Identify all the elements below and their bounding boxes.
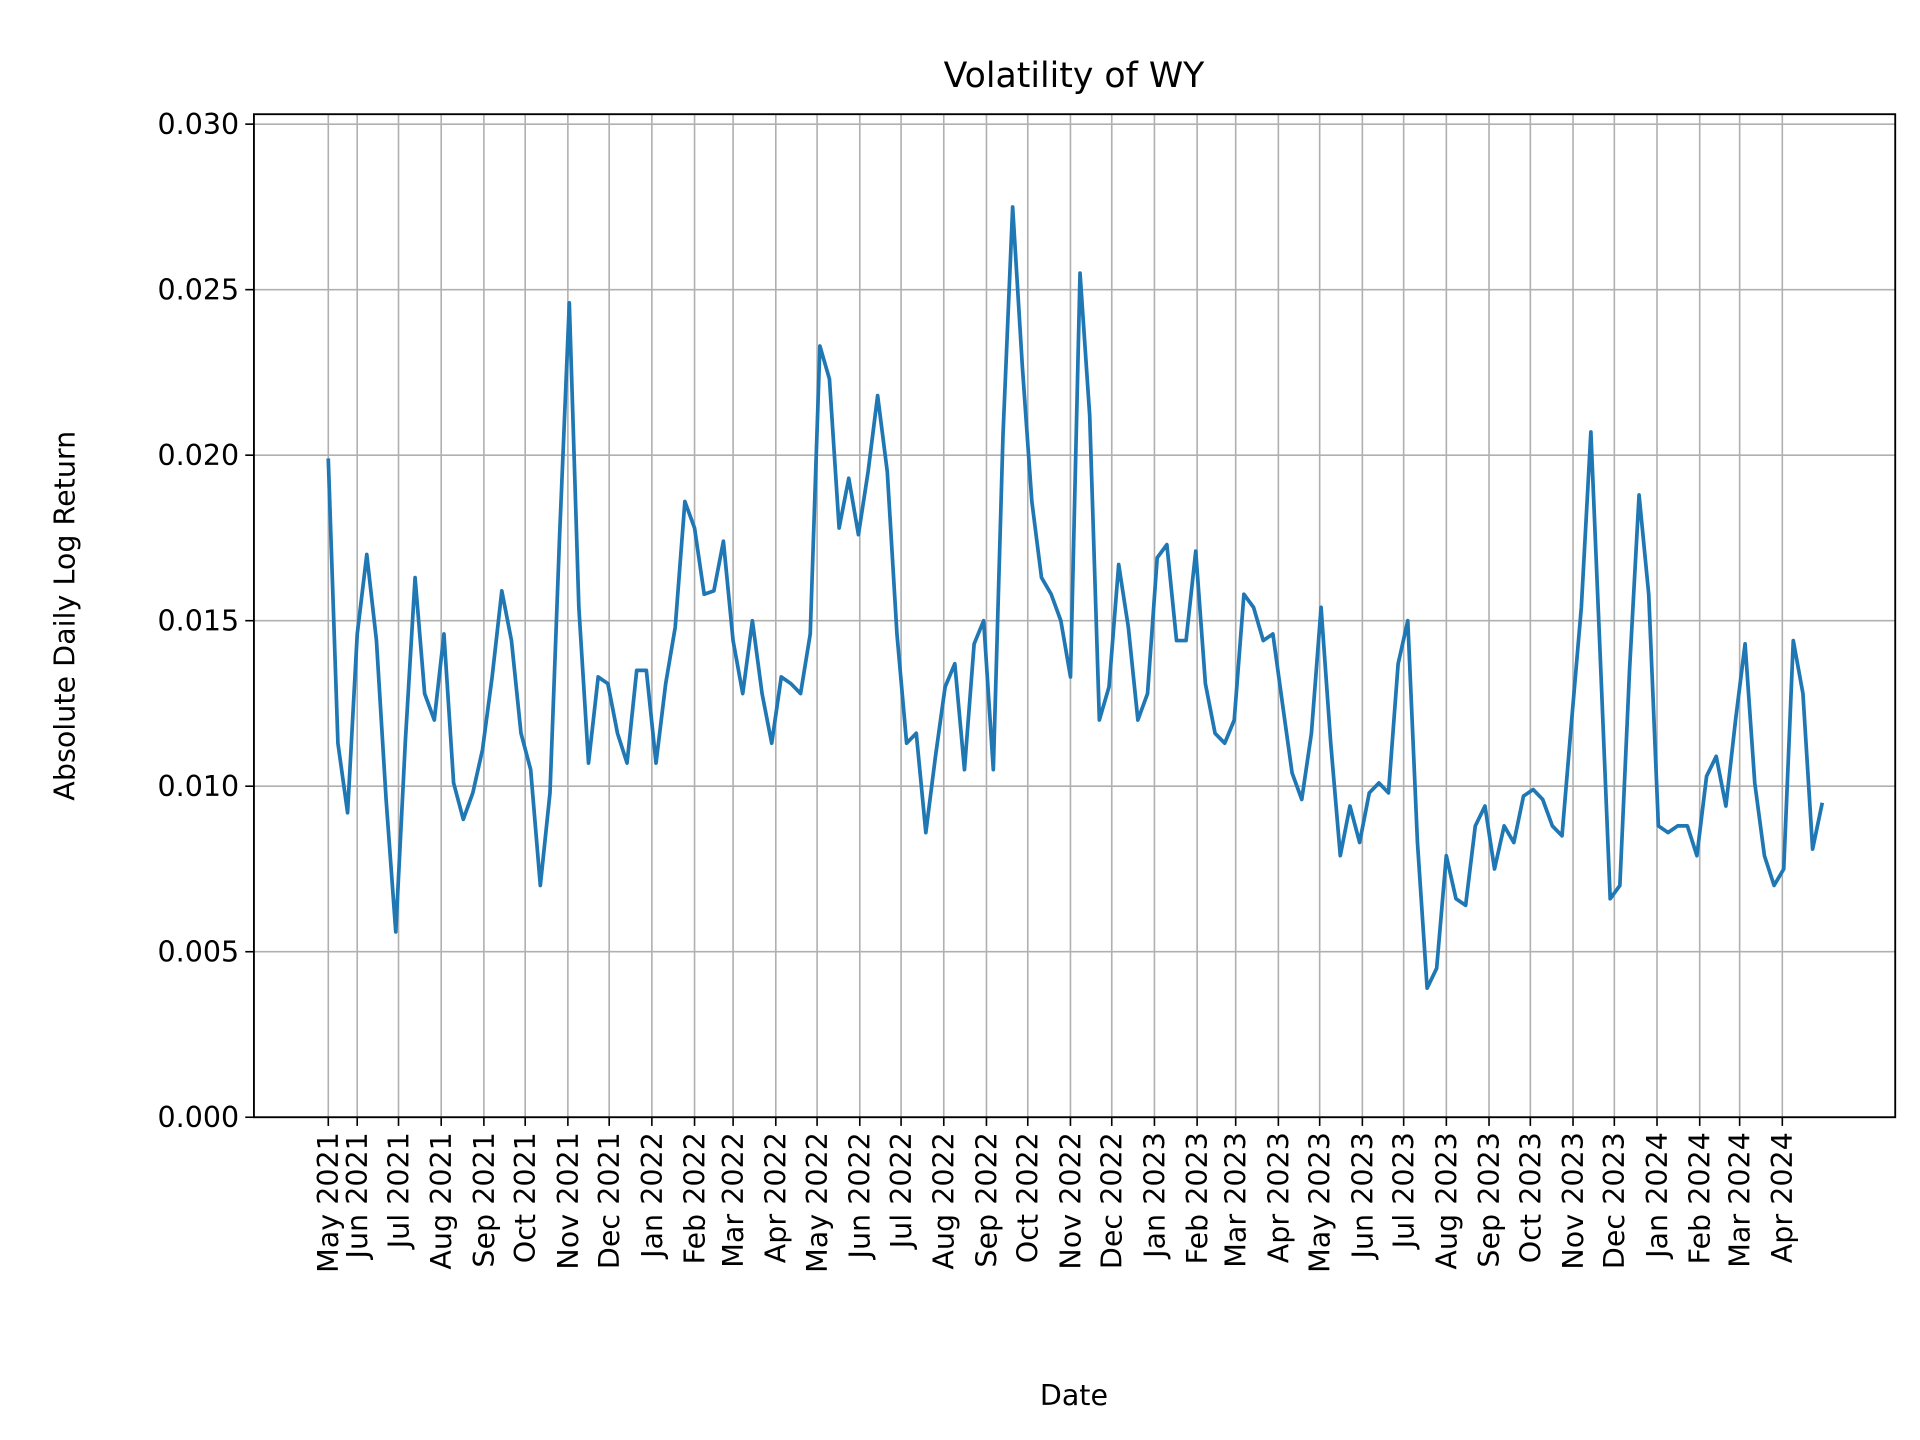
y-tick-label: 0.020 [158,439,240,472]
y-axis-label: Absolute Daily Log Return [48,431,81,801]
x-tick-label: Jun 2023 [1346,1132,1379,1260]
x-tick-label: Jul 2023 [1388,1132,1421,1250]
x-tick-label: Mar 2022 [717,1132,750,1268]
x-tick-label: Jul 2021 [382,1132,415,1250]
x-tick-label: Jun 2021 [341,1132,374,1260]
x-tick-label: Oct 2023 [1514,1132,1547,1263]
plot-frame [253,113,1897,1119]
y-tick-label: 0.025 [158,274,240,307]
x-tick-label: May 2022 [801,1132,834,1273]
x-tick-label: Dec 2022 [1096,1132,1129,1269]
y-tick-label: 0.030 [158,108,240,141]
volatility-line [326,205,1825,990]
x-tick-label: Oct 2022 [1012,1132,1045,1263]
x-tick-label: May 2023 [1304,1132,1337,1273]
x-tick-label: Sep 2023 [1473,1132,1506,1268]
grid-lines [253,114,1896,1119]
x-tick-label: Aug 2022 [928,1132,961,1269]
x-tick-label: Jan 2022 [636,1132,669,1260]
y-tick-label: 0.000 [158,1101,240,1134]
x-tick-label: Jan 2023 [1138,1132,1171,1260]
x-tick-label: Apr 2023 [1262,1132,1295,1263]
x-tick-label: Dec 2023 [1598,1132,1631,1269]
chart-title: Volatility of WY [944,56,1206,96]
x-tick-label: Apr 2024 [1766,1132,1799,1263]
x-tick-label: Jul 2022 [885,1132,918,1250]
x-tick-label: Feb 2022 [678,1132,711,1264]
x-tick-label: Feb 2024 [1684,1132,1717,1264]
y-axis-ticks: 0.000 0.005 0.010 0.015 0.020 0.025 0.030 [158,108,254,1134]
x-tick-label: Nov 2022 [1054,1132,1087,1269]
x-axis-label: Date [1040,1379,1108,1412]
y-tick-label: 0.010 [158,770,240,803]
x-tick-label: Jun 2022 [844,1132,877,1260]
x-tick-label: Jan 2024 [1641,1132,1674,1260]
y-tick-label: 0.005 [158,936,240,969]
y-tick-label: 0.015 [158,605,240,638]
x-tick-label: May 2021 [312,1132,345,1273]
x-tick-label: Feb 2023 [1181,1132,1214,1264]
x-tick-label: Nov 2023 [1557,1132,1590,1269]
x-tick-label: Nov 2021 [552,1132,585,1269]
x-tick-label: Apr 2022 [760,1132,793,1263]
x-tick-label: Aug 2023 [1430,1132,1463,1269]
x-tick-label: Mar 2024 [1724,1132,1757,1268]
x-tick-label: Sep 2021 [468,1132,501,1268]
x-tick-label: Oct 2021 [509,1132,542,1263]
x-tick-label: Aug 2021 [425,1132,458,1269]
x-tick-label: Mar 2023 [1220,1132,1253,1268]
x-tick-label: Sep 2022 [970,1132,1003,1268]
x-tick-label: Dec 2021 [593,1132,626,1269]
